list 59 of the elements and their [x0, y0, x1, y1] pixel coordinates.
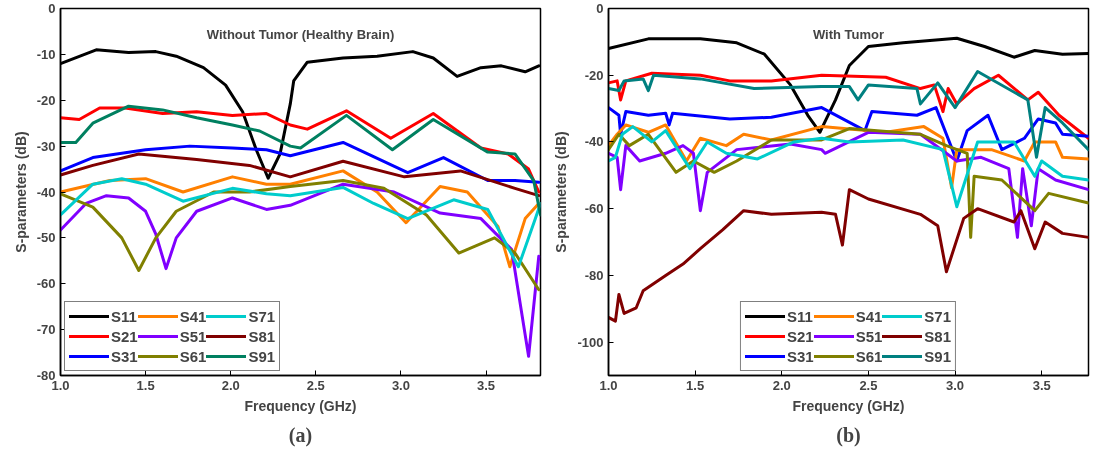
- y-tick-label: -100: [577, 334, 604, 350]
- x-tick-label: 3.5: [1032, 377, 1051, 393]
- text: (b): [836, 423, 861, 447]
- y-tick-label: 0: [596, 1, 604, 16]
- x-tick-label: 1.0: [599, 377, 618, 393]
- y-tick-label: -70: [36, 322, 56, 338]
- line-series: [608, 188, 1089, 323]
- legend-label: S51: [855, 327, 883, 345]
- y-tick-label: -80: [584, 267, 604, 283]
- legend-label: S11: [111, 307, 137, 325]
- y-tick-label: 0: [48, 1, 56, 16]
- y-tick-label: -40: [584, 134, 604, 150]
- line-series: [60, 152, 541, 198]
- legend-label: S51: [179, 327, 207, 345]
- y-tick-label: -20: [36, 92, 56, 108]
- x-tick-label: 2.5: [859, 377, 878, 393]
- y-tick-label: -20: [584, 67, 604, 83]
- line-series: [60, 104, 541, 217]
- x-tick-label: 2.0: [772, 377, 791, 393]
- legend-label: S71: [248, 307, 276, 325]
- text: With Tumor: [812, 26, 885, 42]
- x-tick-label: 2.5: [306, 377, 325, 393]
- text: Without Tumor (Healthy Brain): [206, 26, 395, 42]
- text: (a): [288, 423, 313, 447]
- legend-label: S71: [924, 307, 952, 325]
- x-tick-label: 3.5: [477, 377, 496, 393]
- legend-label: S21: [111, 327, 138, 345]
- legend-label: S41: [855, 307, 883, 325]
- legend-label: S11: [786, 307, 813, 325]
- y-tick-label: -40: [36, 184, 56, 200]
- x-tick-label: 3.0: [946, 377, 965, 393]
- x-axis-title: Frequency (GHz): [244, 397, 357, 414]
- legend-label: S91: [924, 347, 952, 365]
- x-tick-label: 1.5: [686, 377, 705, 393]
- line-series: [60, 140, 541, 184]
- y-tick-label: -10: [36, 46, 56, 62]
- legend-label: S41: [179, 307, 207, 325]
- y-tick-label: -60: [36, 276, 56, 292]
- legend-label: S91: [248, 347, 276, 365]
- line-series: [608, 71, 1089, 140]
- legend-label: S61: [179, 347, 207, 365]
- legend-label: S21: [786, 327, 814, 345]
- y-axis-title: S-parameters (dB): [553, 131, 570, 253]
- legend-label: S61: [855, 347, 883, 365]
- legend-label: S31: [111, 347, 138, 365]
- x-tick-label: 1.5: [136, 377, 155, 393]
- x-tick-label: 3.0: [391, 377, 410, 393]
- legend-label: S81: [924, 327, 952, 345]
- legend-label: S31: [786, 347, 814, 365]
- x-axis-title: Frequency (GHz): [792, 397, 905, 414]
- y-tick-label: -50: [36, 230, 56, 246]
- line-series: [60, 179, 541, 292]
- line-series: [608, 70, 1089, 159]
- y-tick-label: -60: [584, 201, 604, 217]
- line-series: [608, 125, 1089, 209]
- y-tick-label: -30: [36, 138, 56, 154]
- legend-label: S81: [248, 327, 276, 345]
- x-tick-label: 2.0: [221, 377, 240, 393]
- y-axis-title: S-parameters (dB): [12, 131, 29, 253]
